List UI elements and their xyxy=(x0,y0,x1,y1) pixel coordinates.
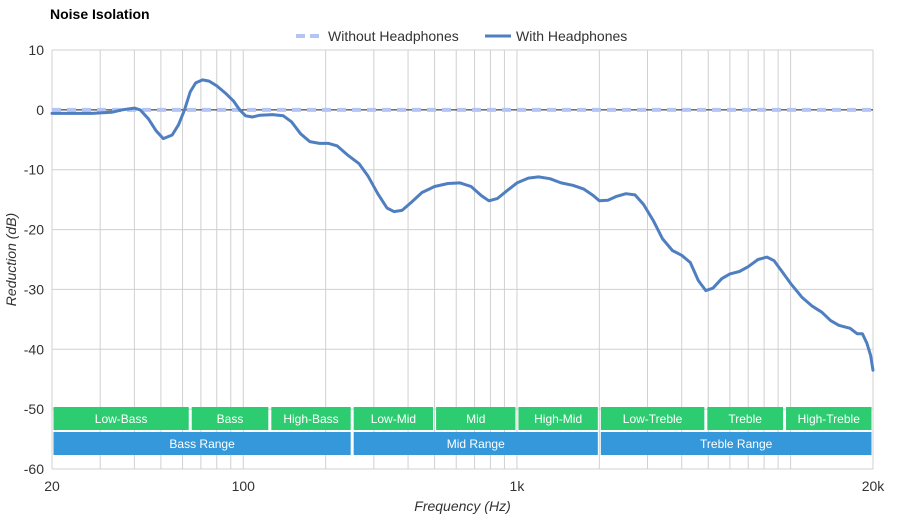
band-label: Low-Treble xyxy=(623,412,683,426)
x-tick-label: 1k xyxy=(510,478,526,494)
band-label: High-Treble xyxy=(798,412,861,426)
band-box xyxy=(600,432,872,455)
band-label: Mid Range xyxy=(447,437,505,451)
x-tick-label: 20 xyxy=(44,478,60,494)
band-label: High-Bass xyxy=(283,412,338,426)
band-label: Bass Range xyxy=(169,437,235,451)
band-label: Bass xyxy=(217,412,244,426)
band-box xyxy=(353,432,598,455)
band-box xyxy=(53,407,189,430)
band-box xyxy=(53,432,351,455)
y-tick-label: -30 xyxy=(24,281,44,297)
x-axis-label: Frequency (Hz) xyxy=(414,498,510,514)
band-label: Treble xyxy=(728,412,762,426)
band-box xyxy=(786,407,872,430)
series-line-with-headphones xyxy=(50,78,875,372)
band-label: High-Mid xyxy=(534,412,582,426)
band-box xyxy=(707,407,784,430)
y-tick-label: 10 xyxy=(28,42,44,58)
band-box xyxy=(518,407,598,430)
band-label: Mid xyxy=(466,412,485,426)
band-label: Low-Bass xyxy=(95,412,148,426)
band-box xyxy=(600,407,705,430)
y-axis-label: Reduction (dB) xyxy=(3,213,19,306)
x-tick-label: 20k xyxy=(862,478,886,494)
band-box xyxy=(271,407,351,430)
band-box xyxy=(191,407,269,430)
y-tick-label: -40 xyxy=(24,341,44,357)
legend-label: With Headphones xyxy=(516,28,627,44)
y-tick-label: -10 xyxy=(24,162,44,178)
band-box xyxy=(436,407,516,430)
band-label: Low-Mid xyxy=(371,412,416,426)
y-tick-label: -50 xyxy=(24,401,44,417)
y-tick-label: -60 xyxy=(24,461,44,477)
band-label: Treble Range xyxy=(700,437,773,451)
y-tick-label: 0 xyxy=(36,102,44,118)
x-tick-label: 100 xyxy=(232,478,256,494)
legend-label: Without Headphones xyxy=(328,28,459,44)
y-tick-label: -20 xyxy=(24,222,44,238)
chart-title: Noise Isolation xyxy=(50,6,150,22)
band-box xyxy=(353,407,434,430)
